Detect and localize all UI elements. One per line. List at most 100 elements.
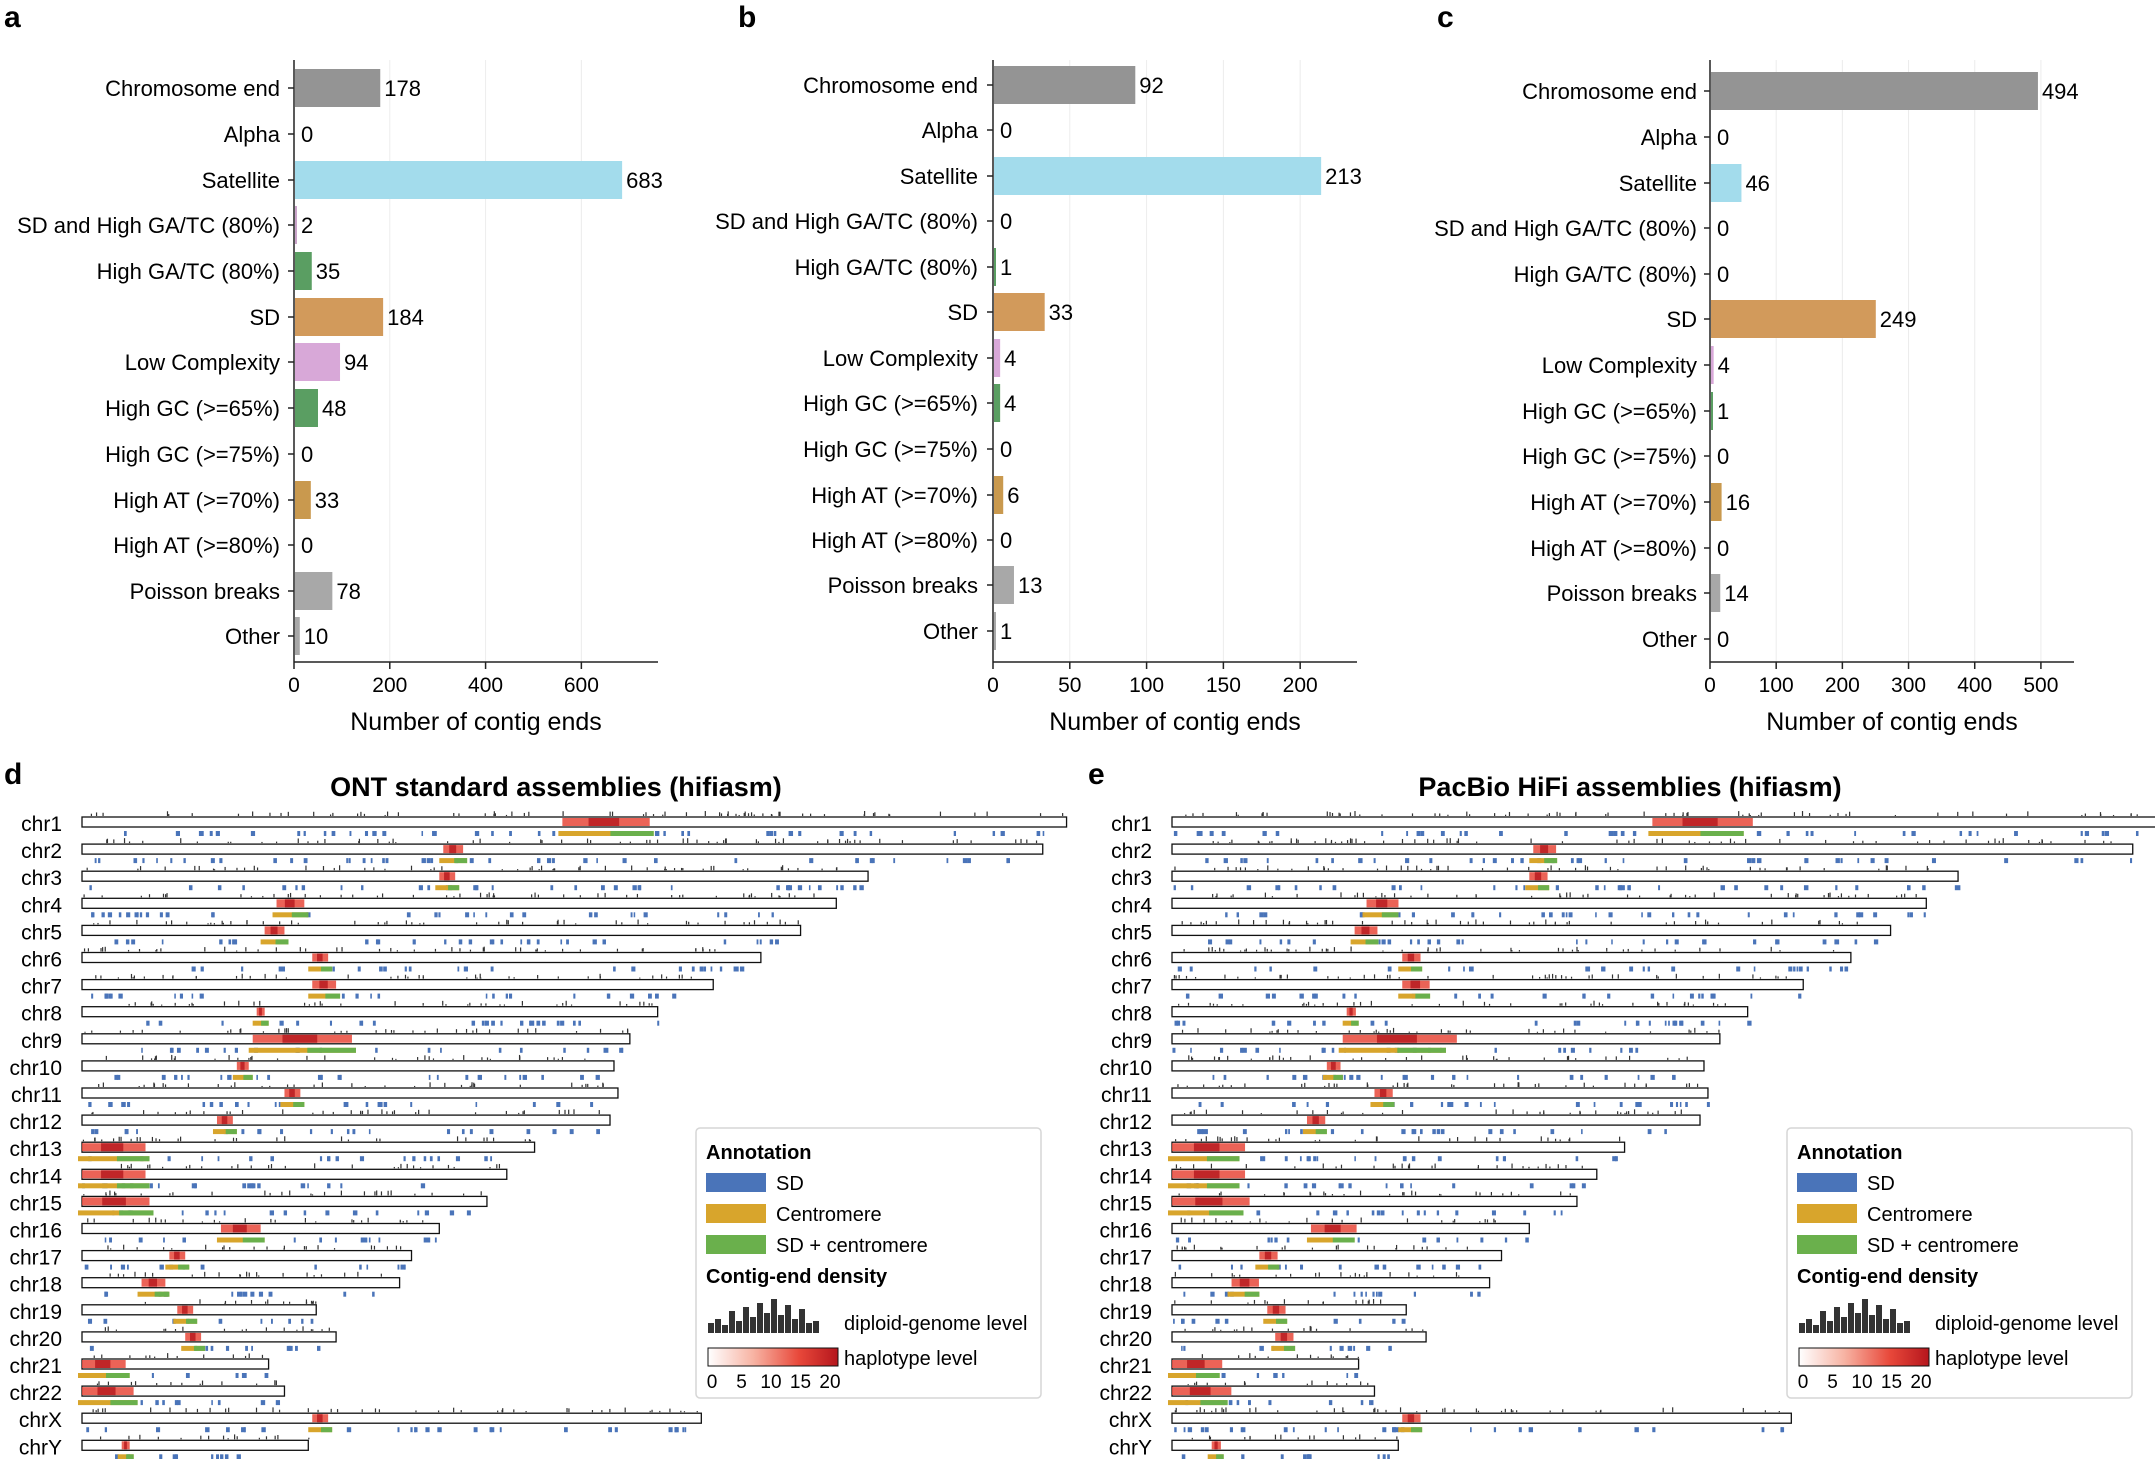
density-spike	[1366, 1272, 1368, 1277]
sd-mark	[181, 1210, 184, 1216]
centromere-mark	[78, 1183, 150, 1189]
density-spike	[1538, 1083, 1540, 1087]
category-label: High AT (>=80%)	[113, 533, 280, 558]
sd-mark	[1701, 993, 1704, 999]
heat-core	[174, 1251, 180, 1260]
legend-hist-bar	[799, 1309, 805, 1333]
density-spike	[1607, 812, 1609, 816]
sd-mark	[1548, 912, 1553, 918]
density-spike	[277, 1434, 279, 1440]
sd-mark	[449, 1210, 455, 1216]
centromere-mark	[252, 1020, 269, 1026]
sd-mark	[136, 1129, 138, 1135]
density-spike	[1434, 1163, 1436, 1169]
density-spike	[99, 1436, 102, 1440]
sd-mark	[1911, 831, 1916, 836]
density-spike	[1569, 892, 1571, 898]
sd-mark	[758, 912, 760, 918]
density-spike	[1199, 1407, 1201, 1413]
sd-mark	[2080, 858, 2084, 864]
sd-mark	[275, 1400, 281, 1406]
sd-mark	[1612, 1156, 1617, 1162]
density-spike	[1466, 1057, 1468, 1060]
density-spike	[755, 839, 757, 844]
density-spike	[149, 1164, 151, 1169]
sd-mark	[1515, 885, 1518, 891]
sd-mark	[1756, 858, 1760, 864]
sd-mark	[1835, 885, 1838, 891]
sd-mark	[1873, 939, 1879, 945]
sd-mark	[1541, 912, 1545, 918]
density-spike	[1411, 813, 1414, 816]
density-spike	[1385, 1409, 1387, 1413]
density-spike	[1286, 974, 1288, 979]
density-spike	[1350, 946, 1352, 952]
density-spike	[1998, 840, 2000, 844]
sd-mark	[191, 1183, 197, 1189]
sd-mark	[1706, 1102, 1710, 1107]
density-spike	[1469, 1030, 1471, 1033]
density-spike	[1575, 811, 1577, 816]
density-spike	[1647, 1111, 1649, 1115]
sd-mark	[465, 912, 470, 918]
bar-4	[295, 252, 312, 290]
density-spike	[1708, 869, 1710, 871]
density-spike	[182, 1326, 184, 1331]
density-spike	[782, 838, 785, 844]
density-spike	[492, 1137, 495, 1142]
density-spike	[237, 1164, 239, 1169]
sd-mark	[1477, 1291, 1481, 1297]
density-spike	[1174, 1410, 1176, 1413]
density-spike	[180, 1437, 182, 1440]
density-spike	[1518, 1194, 1520, 1196]
density-spike	[258, 1437, 260, 1440]
sd-mark	[303, 1210, 307, 1216]
sd-mark	[1342, 993, 1346, 999]
sd-mark	[84, 1264, 89, 1270]
density-spike	[1383, 840, 1385, 844]
density-spike	[112, 1138, 115, 1142]
density-spike	[1266, 948, 1268, 952]
density-spike	[1829, 892, 1831, 898]
density-spike	[616, 948, 619, 952]
chromosome-label: chr22	[1099, 1382, 1152, 1405]
sd-mark	[653, 858, 658, 864]
density-spike	[390, 976, 392, 979]
density-spike	[291, 920, 293, 925]
density-spike	[1349, 1328, 1351, 1331]
density-spike	[234, 1434, 236, 1440]
sd-mark	[271, 1318, 273, 1324]
sd-mark	[552, 831, 556, 836]
sd-mark	[1173, 831, 1178, 836]
category-label: Poisson breaks	[1547, 581, 1697, 606]
sd-mark	[655, 993, 659, 999]
sd-mark	[1284, 1183, 1288, 1189]
sd-mark	[92, 912, 95, 918]
panel-title: ONT standard assemblies (hifiasm)	[330, 772, 782, 802]
bar-2	[295, 161, 623, 199]
heat-core	[232, 1224, 247, 1233]
sd-mark	[1240, 1047, 1244, 1053]
density-spike	[575, 1031, 578, 1033]
sd-mark	[1750, 993, 1753, 999]
density-spike	[1375, 1029, 1377, 1033]
sd-mark	[199, 993, 202, 999]
density-spike	[1201, 1354, 1203, 1358]
density-spike	[299, 947, 301, 952]
density-spike	[1239, 950, 1242, 952]
sd-mark	[1570, 858, 1574, 864]
sd-mark	[163, 1237, 165, 1243]
sd-centromere-mark	[1276, 1318, 1288, 1324]
sd-mark	[663, 831, 666, 836]
sd-mark	[619, 1047, 624, 1053]
density-spike	[1326, 1110, 1329, 1115]
density-spike	[459, 948, 461, 952]
density-spike	[1427, 975, 1429, 979]
legend-swatch	[706, 1235, 766, 1254]
density-spike	[1305, 1003, 1308, 1006]
sd-mark	[491, 831, 494, 836]
density-spike	[1566, 1056, 1569, 1060]
density-spike	[498, 921, 500, 925]
density-spike	[952, 840, 954, 844]
density-spike	[1355, 1437, 1357, 1440]
